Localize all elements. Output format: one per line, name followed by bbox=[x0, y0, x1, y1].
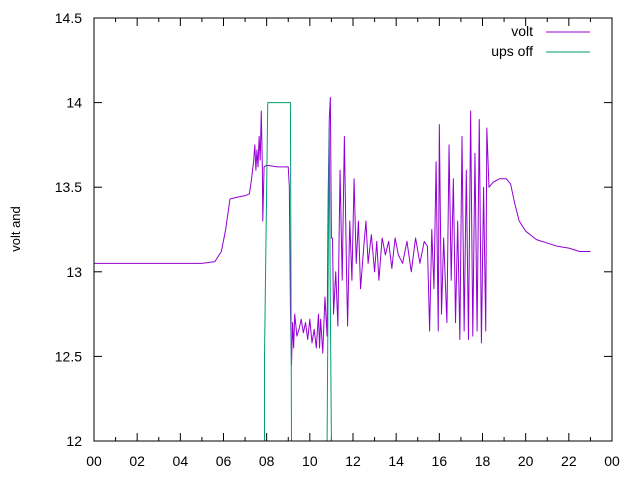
plot-frame bbox=[93, 17, 613, 442]
x-tick-label: 14 bbox=[388, 453, 404, 469]
series-layer bbox=[94, 97, 591, 442]
x-tick-label: 00 bbox=[86, 453, 102, 469]
y-tick-label: 12 bbox=[66, 433, 82, 449]
x-tick-label: 04 bbox=[173, 453, 189, 469]
legend-label-volt: volt bbox=[511, 23, 533, 39]
y-tick-label: 13.5 bbox=[55, 179, 82, 195]
x-tick-label: 22 bbox=[561, 453, 577, 469]
x-tick-label: 06 bbox=[216, 453, 232, 469]
x-tick-label: 10 bbox=[302, 453, 318, 469]
x-tick-label: 02 bbox=[129, 453, 145, 469]
x-tick-label: 16 bbox=[432, 453, 448, 469]
y-tick-label: 12.5 bbox=[55, 348, 82, 364]
legend-label-ups-off: ups off bbox=[491, 43, 533, 59]
y-tick-label: 14.5 bbox=[55, 10, 82, 26]
x-tick-label: 18 bbox=[475, 453, 491, 469]
legend-entry-volt: volt bbox=[511, 23, 590, 39]
x-tick-label: 00 bbox=[604, 453, 620, 469]
y-tick-label: 13 bbox=[66, 264, 82, 280]
x-tick-label: 08 bbox=[259, 453, 275, 469]
legend: volt ups off bbox=[491, 23, 590, 59]
y-tick-label: 14 bbox=[66, 95, 82, 111]
y-axis-label: volt and bbox=[8, 206, 23, 252]
series-line-volt bbox=[94, 97, 591, 366]
x-tick-label: 12 bbox=[345, 453, 361, 469]
labels-layer: 00 02 04 06 08 10 12 14 16 18 20 22 001212.51313.514… bbox=[55, 10, 620, 469]
legend-entry-ups-off: ups off bbox=[491, 43, 590, 59]
series-line-ups-off bbox=[264, 102, 332, 442]
x-tick-label: 20 bbox=[518, 453, 534, 469]
